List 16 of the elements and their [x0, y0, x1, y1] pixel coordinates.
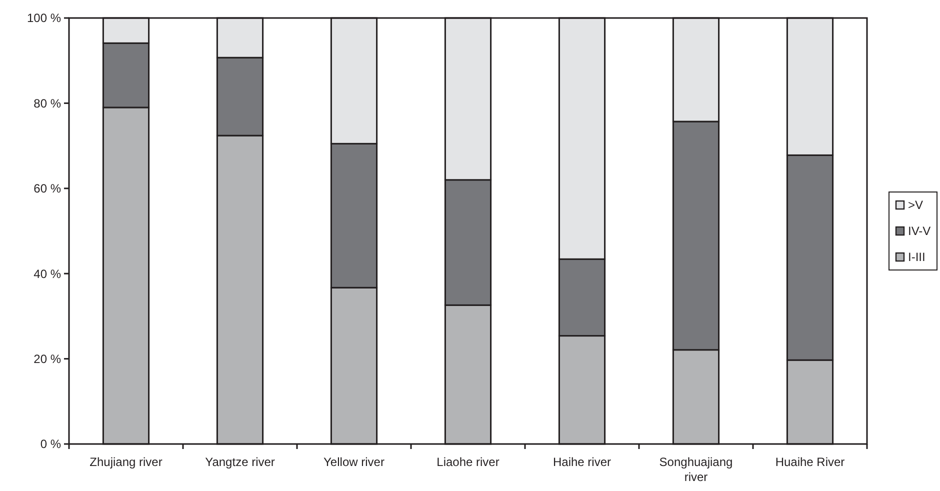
- x-tick-label: Huaihe River: [775, 455, 845, 469]
- y-tick-label: 0 %: [40, 437, 62, 452]
- x-tick-label: Haihe river: [552, 455, 612, 469]
- y-tick-label: 60 %: [34, 182, 62, 196]
- y-tick-label: 20 %: [34, 352, 62, 366]
- y-tick-label: 40 %: [34, 266, 62, 281]
- x-tick-label: Songhuajiang river: [659, 455, 733, 484]
- x-tick-label: Yangtze river: [205, 455, 275, 469]
- legend-label: IV-V: [908, 224, 931, 238]
- x-tick-label: Yellow river: [324, 455, 384, 469]
- legend-label: >V: [908, 198, 924, 212]
- y-tick-label: 100 %: [26, 11, 62, 26]
- legend-label: I-III: [908, 250, 926, 264]
- x-tick-label: Zhujiang river: [90, 455, 162, 469]
- y-tick-label: 80 %: [34, 96, 62, 110]
- x-tick-label: Liaohe river: [436, 455, 500, 469]
